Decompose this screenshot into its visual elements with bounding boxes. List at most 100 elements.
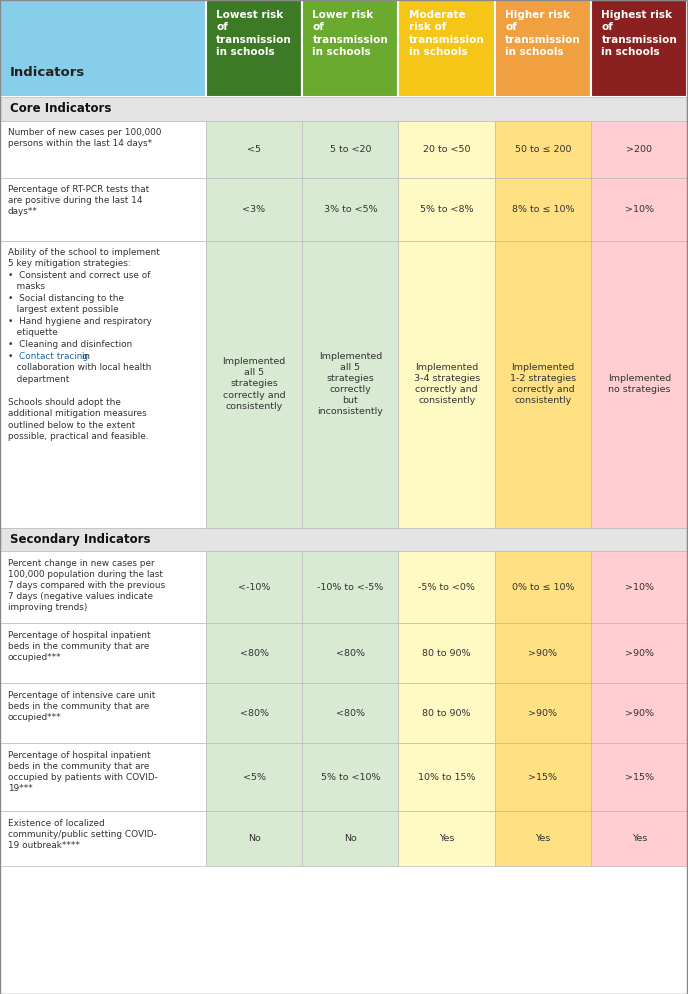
Text: >15%: >15% [528, 772, 557, 781]
Bar [495, 241, 591, 528]
Bar [398, 178, 495, 241]
Text: <80%: <80% [239, 709, 268, 718]
Text: Contact tracing: Contact tracing [19, 352, 89, 361]
Text: collaboration with local health: collaboration with local health [8, 363, 151, 372]
Text: Yes: Yes [535, 834, 550, 843]
Bar [302, 178, 398, 241]
Bar [591, 623, 687, 683]
Text: Existence of localized
community/public setting COVID-
19 outbreak****: Existence of localized community/public … [8, 819, 157, 850]
Text: Lowest risk
of
transmission
in schools: Lowest risk of transmission in schools [216, 10, 292, 58]
Text: Moderate
risk of
transmission
in schools: Moderate risk of transmission in schools [409, 10, 484, 58]
Bar [302, 623, 398, 683]
Text: <-10%: <-10% [238, 582, 270, 591]
Text: etiquette: etiquette [8, 328, 58, 337]
Bar [206, 0, 302, 97]
Text: Percent change in new cases per
100,000 population during the last
7 days compar: Percent change in new cases per 100,000 … [8, 559, 165, 612]
Text: •  Cleaning and disinfection: • Cleaning and disinfection [8, 340, 132, 349]
Bar [302, 0, 398, 97]
Bar [0, 528, 687, 551]
Bar [398, 623, 495, 683]
Text: Implemented
all 5
strategies
correctly and
consistently: Implemented all 5 strategies correctly a… [222, 357, 286, 411]
Text: additional mitigation measures: additional mitigation measures [8, 410, 147, 418]
Text: outlined below to the extent: outlined below to the extent [8, 420, 136, 429]
Text: No: No [248, 834, 260, 843]
Bar [0, 623, 206, 683]
Bar [302, 743, 398, 811]
Text: -10% to <-5%: -10% to <-5% [317, 582, 383, 591]
Bar [206, 241, 302, 528]
Text: Percentage of RT-PCR tests that
are positive during the last 14
days**: Percentage of RT-PCR tests that are posi… [8, 185, 149, 216]
Text: largest extent possible: largest extent possible [8, 305, 118, 314]
Text: Secondary Indicators: Secondary Indicators [10, 533, 151, 546]
Text: 0% to ≤ 10%: 0% to ≤ 10% [512, 582, 574, 591]
Bar [591, 178, 687, 241]
Bar [302, 120, 398, 178]
Text: possible, practical and feasible.: possible, practical and feasible. [8, 432, 149, 441]
Text: masks: masks [8, 282, 45, 291]
Text: 80 to 90%: 80 to 90% [422, 648, 471, 657]
Text: -5% to <0%: -5% to <0% [418, 582, 475, 591]
Bar [398, 811, 495, 866]
Text: >90%: >90% [528, 709, 557, 718]
Text: 5 to <20: 5 to <20 [330, 144, 371, 153]
Bar [398, 241, 495, 528]
Text: Percentage of hospital inpatient
beds in the community that are
occupied***: Percentage of hospital inpatient beds in… [8, 631, 151, 662]
Bar [398, 683, 495, 743]
Text: No: No [344, 834, 356, 843]
Text: >90%: >90% [625, 648, 654, 657]
Text: Implemented
3-4 strategies
correctly and
consistently: Implemented 3-4 strategies correctly and… [413, 363, 480, 406]
Text: Ability of the school to implement: Ability of the school to implement [8, 248, 160, 256]
Bar [206, 743, 302, 811]
Text: Core Indicators: Core Indicators [10, 102, 111, 115]
Text: Percentage of hospital inpatient
beds in the community that are
occupied by pati: Percentage of hospital inpatient beds in… [8, 751, 158, 793]
Text: Lower risk
of
transmission
in schools: Lower risk of transmission in schools [312, 10, 388, 58]
Text: •  Hand hygiene and respiratory: • Hand hygiene and respiratory [8, 317, 152, 326]
Bar [206, 811, 302, 866]
Text: 8% to ≤ 10%: 8% to ≤ 10% [512, 205, 574, 214]
Bar [206, 178, 302, 241]
Text: <80%: <80% [239, 648, 268, 657]
Text: >90%: >90% [528, 648, 557, 657]
Bar [398, 551, 495, 623]
Bar [495, 0, 591, 97]
Text: 50 to ≤ 200: 50 to ≤ 200 [515, 144, 571, 153]
Bar [206, 683, 302, 743]
Text: >15%: >15% [625, 772, 654, 781]
Bar [206, 551, 302, 623]
Bar [495, 178, 591, 241]
Bar [591, 743, 687, 811]
Bar [302, 551, 398, 623]
Text: 80 to 90%: 80 to 90% [422, 709, 471, 718]
Text: >10%: >10% [625, 205, 654, 214]
Bar [398, 743, 495, 811]
Text: Implemented
1-2 strategies
correctly and
consistently: Implemented 1-2 strategies correctly and… [510, 363, 576, 406]
Text: Highest risk
of
transmission
in schools: Highest risk of transmission in schools [601, 10, 677, 58]
Text: 10% to 15%: 10% to 15% [418, 772, 475, 781]
Bar [0, 683, 206, 743]
Text: <5%: <5% [242, 772, 266, 781]
Text: <80%: <80% [336, 709, 365, 718]
Bar [0, 178, 206, 241]
Bar [591, 241, 687, 528]
Text: 5 key mitigation strategies:: 5 key mitigation strategies: [8, 259, 131, 268]
Text: Implemented
no strategies: Implemented no strategies [608, 374, 671, 394]
Text: Implemented
all 5
strategies
correctly
but
inconsistently: Implemented all 5 strategies correctly b… [317, 352, 383, 416]
Text: •: • [8, 352, 19, 361]
Bar [0, 97, 687, 120]
Text: Percentage of intensive care unit
beds in the community that are
occupied***: Percentage of intensive care unit beds i… [8, 691, 155, 723]
Bar [495, 120, 591, 178]
Text: Yes: Yes [632, 834, 647, 843]
Bar [302, 683, 398, 743]
Text: 3% to <5%: 3% to <5% [323, 205, 377, 214]
Bar [398, 120, 495, 178]
Text: 5% to <10%: 5% to <10% [321, 772, 380, 781]
Text: •  Consistent and correct use of: • Consistent and correct use of [8, 270, 151, 279]
Text: in: in [79, 352, 90, 361]
Bar [591, 551, 687, 623]
Bar [591, 120, 687, 178]
Bar [495, 683, 591, 743]
Bar [591, 0, 687, 97]
Bar [0, 0, 206, 97]
Bar [398, 0, 495, 97]
Bar [302, 811, 398, 866]
